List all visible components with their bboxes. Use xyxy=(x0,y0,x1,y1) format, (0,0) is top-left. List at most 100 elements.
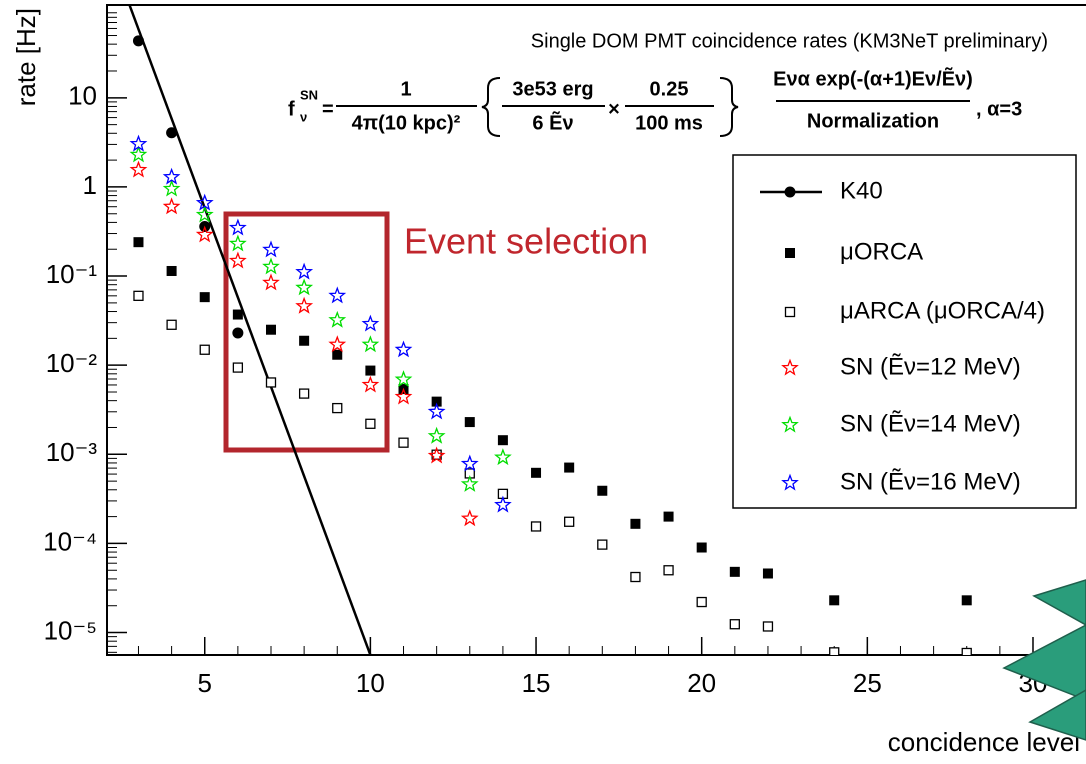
point xyxy=(232,327,244,339)
y-tick-label: 10⁻⁴ xyxy=(43,526,97,556)
point xyxy=(663,511,674,522)
formula-part: 100 ms xyxy=(635,112,703,134)
point xyxy=(460,475,479,492)
x-tick-label: 20 xyxy=(687,668,716,698)
point xyxy=(464,417,475,428)
point xyxy=(166,319,177,330)
y-tick-label: 10⁻³ xyxy=(46,437,98,467)
point xyxy=(494,495,512,513)
arrow xyxy=(1002,624,1086,701)
point xyxy=(460,509,479,527)
x-axis-label: concidence level xyxy=(888,727,1080,757)
point xyxy=(394,370,413,388)
point xyxy=(295,262,314,280)
point xyxy=(295,296,314,314)
arrow xyxy=(1032,579,1086,626)
fit-line xyxy=(128,5,372,655)
point xyxy=(195,205,214,223)
point xyxy=(262,240,280,258)
formula-part: 0.25 xyxy=(650,78,689,100)
point xyxy=(328,335,347,353)
point xyxy=(398,437,409,448)
point xyxy=(129,145,148,163)
point xyxy=(199,344,210,355)
y-axis-label: rate [Hz] xyxy=(11,8,41,106)
formula-part: 4π(10 kpc)² xyxy=(352,112,461,134)
point xyxy=(762,621,774,632)
point xyxy=(427,402,446,420)
point xyxy=(494,448,512,466)
legend-marker xyxy=(784,306,796,318)
legend-label: μARCA (μORCA/4) xyxy=(840,297,1045,324)
formula-part: Normalization xyxy=(807,110,939,132)
point xyxy=(166,127,178,139)
point xyxy=(162,179,181,197)
point xyxy=(531,467,542,478)
point xyxy=(299,335,310,346)
y-tick-label: 1 xyxy=(83,170,97,200)
point xyxy=(129,160,148,178)
formula-part: = xyxy=(322,98,334,120)
point xyxy=(394,387,413,405)
point xyxy=(361,375,380,393)
point xyxy=(195,193,214,211)
point xyxy=(829,595,840,606)
point xyxy=(332,349,343,360)
point xyxy=(597,485,608,496)
point xyxy=(497,435,508,446)
x-tick-label: 15 xyxy=(522,668,551,698)
point xyxy=(431,396,442,407)
y-tick-label: 10⁻¹ xyxy=(46,259,98,289)
formula-part: 1 xyxy=(400,78,411,100)
formula-part: f xyxy=(288,98,295,120)
point xyxy=(663,565,674,576)
legend-label: SN (Ẽν=16 MeV) xyxy=(840,468,1021,495)
point xyxy=(232,362,244,373)
point xyxy=(295,278,314,296)
point xyxy=(630,518,641,529)
point xyxy=(361,314,380,332)
point xyxy=(129,134,148,152)
formula-part: × xyxy=(608,98,620,120)
point xyxy=(829,647,840,655)
x-tick-label: 10 xyxy=(356,668,385,698)
plot-frame xyxy=(106,4,1086,656)
x-tick-label: 25 xyxy=(853,668,882,698)
point xyxy=(729,566,740,577)
legend-marker xyxy=(781,415,799,433)
legend xyxy=(732,154,1077,509)
point xyxy=(332,402,343,414)
point xyxy=(228,234,247,252)
point xyxy=(328,310,347,328)
y-tick-label: 10⁻⁵ xyxy=(44,615,97,645)
point xyxy=(195,225,214,243)
point xyxy=(265,377,277,388)
point xyxy=(228,218,247,236)
point xyxy=(265,324,276,335)
point xyxy=(597,539,608,550)
point xyxy=(427,446,446,464)
formula-part: Eνα exp(-(α+1)Eν/Ẽν) xyxy=(773,67,973,90)
point xyxy=(133,237,144,248)
point xyxy=(427,426,446,444)
point xyxy=(162,197,181,215)
formula-part: 3e53 erg xyxy=(512,78,593,100)
legend-marker xyxy=(781,358,799,376)
point xyxy=(162,167,181,185)
event-selection-box xyxy=(223,211,390,453)
point xyxy=(460,454,479,472)
legend-marker xyxy=(784,186,796,198)
formula-part: 6 Ẽν xyxy=(532,111,573,134)
formula-part: , α=3 xyxy=(976,98,1022,120)
legend-label: SN (Ẽν=12 MeV) xyxy=(840,353,1021,380)
y-tick-label: 10 xyxy=(68,81,97,111)
annotation: Event selection xyxy=(404,221,648,262)
brace xyxy=(481,77,501,137)
point xyxy=(961,595,972,606)
point xyxy=(232,309,243,320)
point xyxy=(199,292,210,303)
point xyxy=(564,516,575,527)
chart-title: Single DOM PMT coincidence rates (KM3NeT… xyxy=(531,30,1048,52)
x-tick-label: 5 xyxy=(197,668,211,698)
